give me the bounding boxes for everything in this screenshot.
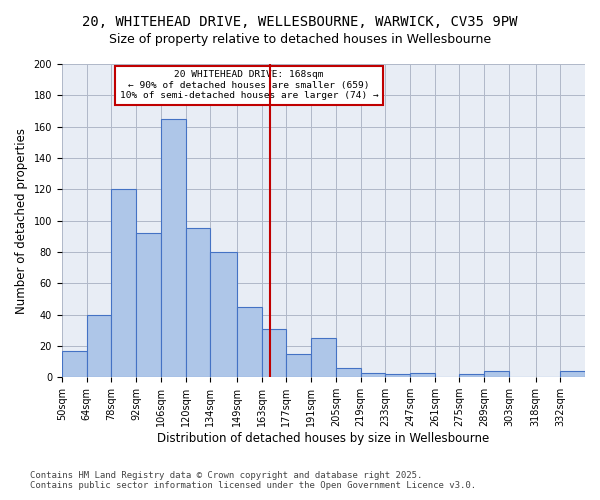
X-axis label: Distribution of detached houses by size in Wellesbourne: Distribution of detached houses by size … <box>157 432 490 445</box>
Bar <box>86 314 111 377</box>
Bar <box>484 371 509 377</box>
Bar <box>385 374 410 377</box>
Bar <box>262 328 286 377</box>
Bar <box>62 350 86 377</box>
Text: 20 WHITEHEAD DRIVE: 168sqm
← 90% of detached houses are smaller (659)
10% of sem: 20 WHITEHEAD DRIVE: 168sqm ← 90% of deta… <box>120 70 379 100</box>
Bar <box>237 306 262 377</box>
Bar <box>336 368 361 377</box>
Bar <box>185 228 210 377</box>
Text: Contains HM Land Registry data © Crown copyright and database right 2025.
Contai: Contains HM Land Registry data © Crown c… <box>30 470 476 490</box>
Text: Size of property relative to detached houses in Wellesbourne: Size of property relative to detached ho… <box>109 32 491 46</box>
Bar <box>361 372 385 377</box>
Text: 20, WHITEHEAD DRIVE, WELLESBOURNE, WARWICK, CV35 9PW: 20, WHITEHEAD DRIVE, WELLESBOURNE, WARWI… <box>82 15 518 29</box>
Bar <box>210 252 237 377</box>
Bar <box>286 354 311 377</box>
Bar <box>111 190 136 377</box>
Bar <box>410 372 435 377</box>
Y-axis label: Number of detached properties: Number of detached properties <box>15 128 28 314</box>
Bar <box>460 374 484 377</box>
Bar <box>136 233 161 377</box>
Bar <box>161 119 185 377</box>
Bar <box>560 371 585 377</box>
Bar <box>311 338 336 377</box>
